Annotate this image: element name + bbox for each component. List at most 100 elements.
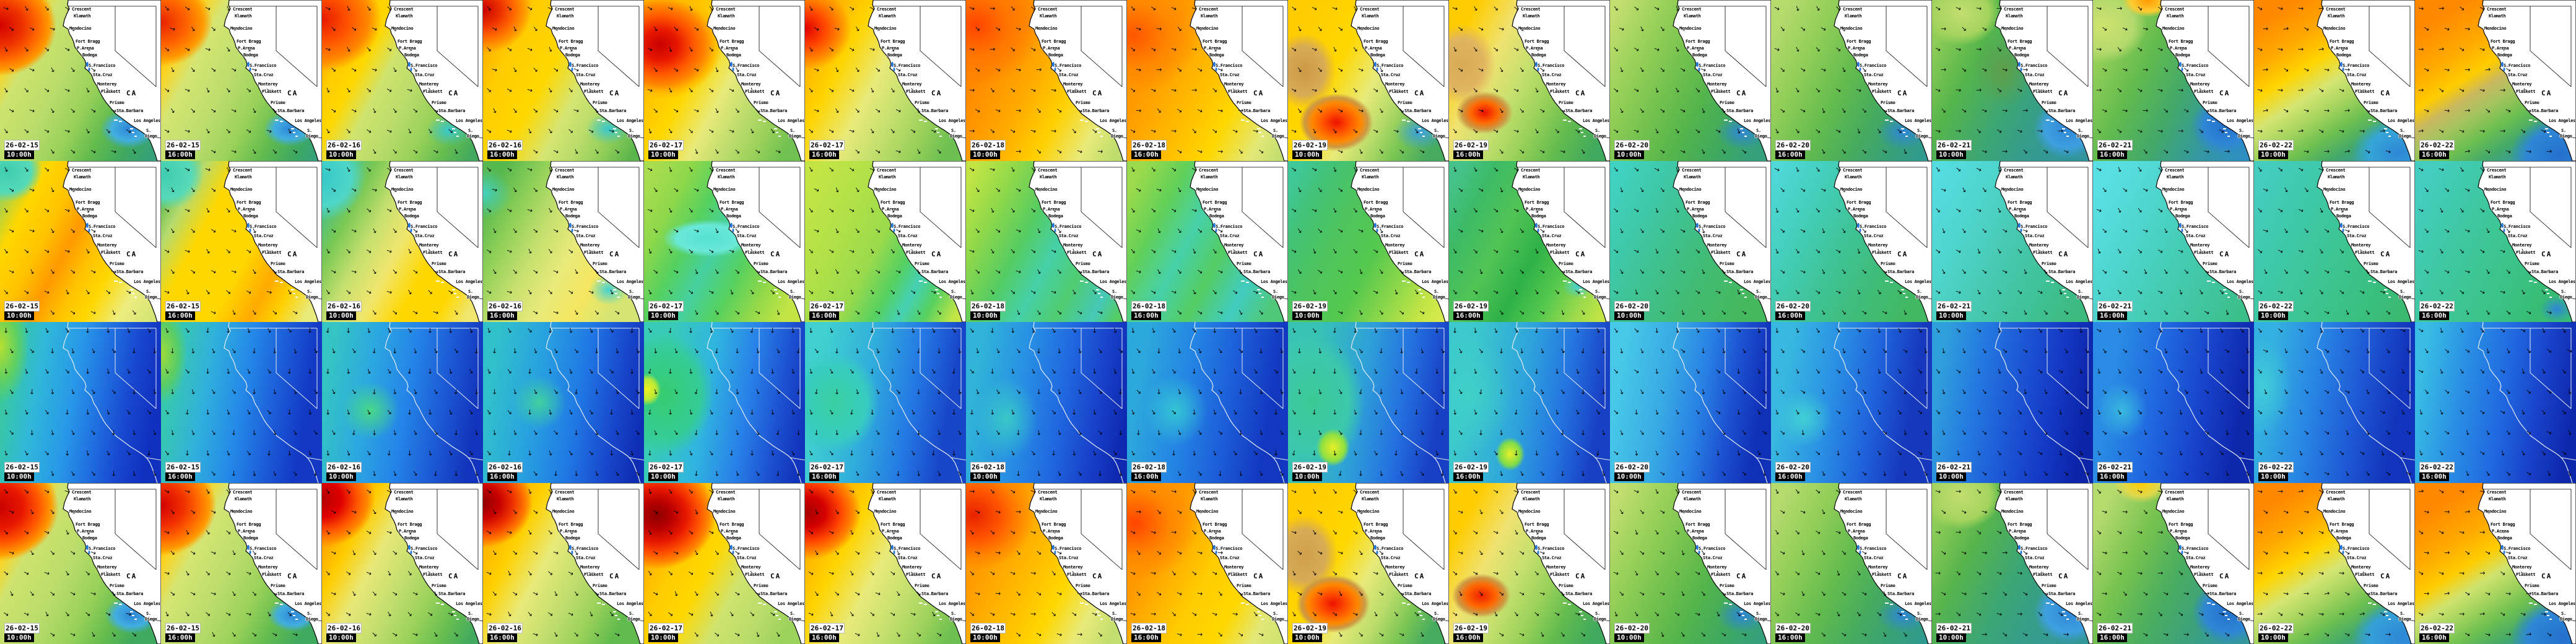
place-label-s-: S.: [1917, 289, 1922, 294]
map-tile-r2-c7[interactable]: → → → → → → → → → → → → → → → → → → → → → → → → → → → → → → → → → → → → → → → →…: [966, 161, 1127, 322]
map-tile-r4-c12[interactable]: → → → → → → → → → → → → → → → → → → → → → → → → → → → → → → → → → → → → → → → →…: [1771, 483, 1932, 644]
map-tile-r4-c15[interactable]: → → → → → → → → → → → → → → → → → → → → → → → → → → → → → → → → → → → → → → → →…: [2254, 483, 2415, 644]
map-tile-r3-c5[interactable]: → → → → → → → → → → → → → → → → → → → → → → → → → → → → → → → → → → → → → → → →…: [644, 322, 805, 483]
map-tile-r3-c7[interactable]: → → → → → → → → → → → → → → → → → → → → → → → → → → → → → → → → → → → → → → → →…: [966, 322, 1127, 483]
place-label-crescent: Crescent: [72, 168, 92, 173]
map-tile-r3-c14[interactable]: → → → → → → → → → → → → → → → → → → → → → → → → → → → → → → → → → → → → → → → →…: [2093, 322, 2254, 483]
map-tile-r4-c14[interactable]: → → → → → → → → → → → → → → → → → → → → → → → → → → → → → → → → → → → → → → → →…: [2093, 483, 2254, 644]
map-tile-r4-c2[interactable]: → → → → → → → → → → → → → → → → → → → → → → → → → → → → → → → → → → → → → → → →…: [161, 483, 322, 644]
map-tile-r1-c5[interactable]: → → → → → → → → → → → → → → → → → → → → → → → → → → → → → → → → → → → → → → → →…: [644, 0, 805, 161]
map-tile-r3-c9[interactable]: → → → → → → → → → → → → → → → → → → → → → → → → → → → → → → → → → → → → → → → →…: [1288, 322, 1449, 483]
place-label-diego: Diego: [1272, 134, 1284, 139]
map-tile-r1-c11[interactable]: → → → → → → → → → → → → → → → → → → → → → → → → → → → → → → → → → → → → → → → →…: [1610, 0, 1771, 161]
map-tile-r3-c10[interactable]: → → → → → → → → → → → → → → → → → → → → → → → → → → → → → → → → → → → → → → → →…: [1449, 322, 1610, 483]
channel-islands: [2529, 120, 2552, 137]
sf-bay-dot: [1857, 223, 1860, 228]
map-tile-r1-c1[interactable]: → → → → → → → → → → → → → → → → → → → → → → → → → → → → → → → → → → → → → → → →…: [0, 0, 161, 161]
map-tile-r1-c13[interactable]: → → → → → → → → → → → → → → → → → → → → → → → → → → → → → → → → → → → → → → → →…: [1932, 0, 2093, 161]
place-label-bodega: Bodega: [1692, 536, 1707, 541]
map-tile-r2-c6[interactable]: → → → → → → → → → → → → → → → → → → → → → → → → → → → → → → → → → → → → → → → →…: [805, 161, 966, 322]
place-label-diego: Diego: [2399, 295, 2411, 300]
map-tile-r2-c13[interactable]: → → → → → → → → → → → → → → → → → → → → → → → → → → → → → → → → → → → → → → → →…: [1932, 161, 2093, 322]
map-tile-r4-c10[interactable]: → → → → → → → → → → → → → → → → → → → → → → → → → → → → → → → → → → → → → → → →…: [1449, 483, 1610, 644]
map-tile-r4-c6[interactable]: → → → → → → → → → → → → → → → → → → → → → → → → → → → → → → → → → → → → → → → →…: [805, 483, 966, 644]
map-tile-r2-c3[interactable]: → → → → → → → → → → → → → → → → → → → → → → → → → → → → → → → → → → → → → → → →…: [322, 161, 483, 322]
map-tile-r4-c3[interactable]: → → → → → → → → → → → → → → → → → → → → → → → → → → → → → → → → → → → → → → → →…: [322, 483, 483, 644]
map-tile-r4-c1[interactable]: → → → → → → → → → → → → → → → → → → → → → → → → → → → → → → → → → → → → → → → →…: [0, 483, 161, 644]
map-tile-r1-c4[interactable]: → → → → → → → → → → → → → → → → → → → → → → → → → → → → → → → → → → → → → → → →…: [483, 0, 644, 161]
place-label-s-: S.: [951, 289, 956, 294]
map-tile-r2-c2[interactable]: → → → → → → → → → → → → → → → → → → → → → → → → → → → → → → → → → → → → → → → →…: [161, 161, 322, 322]
map-tile-r2-c8[interactable]: → → → → → → → → → → → → → → → → → → → → → → → → → → → → → → → → → → → → → → → →…: [1127, 161, 1288, 322]
sf-bay-dot: [2020, 67, 2022, 71]
map-tile-r3-c3[interactable]: → → → → → → → → → → → → → → → → → → → → → → → → → → → → → → → → → → → → → → → →…: [322, 322, 483, 483]
map-tile-r1-c8[interactable]: → → → → → → → → → → → → → → → → → → → → → → → → → → → → → → → → → → → → → → → →…: [1127, 0, 1288, 161]
place-label-sta-cruz: Sta.Cruz: [2347, 555, 2367, 560]
map-tile-r1-c10[interactable]: → → → → → → → → → → → → → → → → → → → → → → → → → → → → → → → → → → → → → → → →…: [1449, 0, 1610, 161]
map-tile-r3-c13[interactable]: → → → → → → → → → → → → → → → → → → → → → → → → → → → → → → → → → → → → → → → →…: [1932, 322, 2093, 483]
place-label-mendocino: Mendocino: [230, 187, 253, 192]
place-label-s-francisco: S.Francisco: [1055, 224, 1082, 229]
map-tile-r4-c8[interactable]: → → → → → → → → → → → → → → → → → → → → → → → → → → → → → → → → → → → → → → → →…: [1127, 483, 1288, 644]
place-label-crescent: Crescent: [1199, 168, 1219, 173]
time-badge: 10:00h: [326, 311, 356, 320]
map-tile-r2-c5[interactable]: → → → → → → → → → → → → → → → → → → → → → → → → → → → → → → → → → → → → → → → →…: [644, 161, 805, 322]
map-tile-r1-c9[interactable]: → → → → → → → → → → → → → → → → → → → → → → → → → → → → → → → → → → → → → → → →…: [1288, 0, 1449, 161]
channel-islands: [1241, 603, 1264, 620]
map-tile-r3-c2[interactable]: → → → → → → → → → → → → → → → → → → → → → → → → → → → → → → → → → → → → → → → →…: [161, 322, 322, 483]
channel-islands: [2046, 120, 2069, 137]
place-label-s-: S.: [146, 611, 151, 616]
map-tile-r2-c10[interactable]: → → → → → → → → → → → → → → → → → → → → → → → → → → → → → → → → → → → → → → → →…: [1449, 161, 1610, 322]
map-tile-r2-c9[interactable]: → → → → → → → → → → → → → → → → → → → → → → → → → → → → → → → → → → → → → → → →…: [1288, 161, 1449, 322]
map-tile-r4-c4[interactable]: → → → → → → → → → → → → → → → → → → → → → → → → → → → → → → → → → → → → → → → →…: [483, 483, 644, 644]
place-label-los-angeles: Los Angeles: [939, 601, 966, 606]
channel-islands: [1885, 120, 1908, 137]
map-tile-r1-c16[interactable]: → → → → → → → → → → → → → → → → → → → → → → → → → → → → → → → → → → → → → → → →…: [2415, 0, 2576, 161]
place-label-crescent: Crescent: [2487, 168, 2507, 173]
place-label-sta-cruz: Sta.Cruz: [576, 72, 596, 77]
map-tile-r4-c11[interactable]: → → → → → → → → → → → → → → → → → → → → → → → → → → → → → → → → → → → → → → → →…: [1610, 483, 1771, 644]
map-tile-r3-c11[interactable]: → → → → → → → → → → → → → → → → → → → → → → → → → → → → → → → → → → → → → → → →…: [1610, 322, 1771, 483]
map-tile-r2-c4[interactable]: → → → → → → → → → → → → → → → → → → → → → → → → → → → → → → → → → → → → → → → →…: [483, 161, 644, 322]
map-tile-r3-c15[interactable]: → → → → → → → → → → → → → → → → → → → → → → → → → → → → → → → → → → → → → → → →…: [2254, 322, 2415, 483]
time-badge: 10:00h: [1936, 633, 1966, 642]
place-label-plaskett: Plaskett: [2516, 572, 2536, 577]
map-tile-r4-c13[interactable]: → → → → → → → → → → → → → → → → → → → → → → → → → → → → → → → → → → → → → → → →…: [1932, 483, 2093, 644]
map-tile-r2-c1[interactable]: → → → → → → → → → → → → → → → → → → → → → → → → → → → → → → → → → → → → → → → →…: [0, 161, 161, 322]
map-tile-r3-c12[interactable]: → → → → → → → → → → → → → → → → → → → → → → → → → → → → → → → → → → → → → → → →…: [1771, 322, 1932, 483]
state-label-ca: CA: [2058, 89, 2069, 97]
map-tile-r1-c6[interactable]: → → → → → → → → → → → → → → → → → → → → → → → → → → → → → → → → → → → → → → → →…: [805, 0, 966, 161]
map-tile-r2-c14[interactable]: → → → → → → → → → → → → → → → → → → → → → → → → → → → → → → → → → → → → → → → →…: [2093, 161, 2254, 322]
map-tile-r4-c7[interactable]: → → → → → → → → → → → → → → → → → → → → → → → → → → → → → → → → → → → → → → → →…: [966, 483, 1127, 644]
map-tile-r4-c9[interactable]: → → → → → → → → → → → → → → → → → → → → → → → → → → → → → → → → → → → → → → → →…: [1288, 483, 1449, 644]
map-tile-r1-c7[interactable]: → → → → → → → → → → → → → → → → → → → → → → → → → → → → → → → → → → → → → → → →…: [966, 0, 1127, 161]
place-label-mendocino: Mendocino: [1196, 26, 1219, 31]
time-badge: 16:00h: [487, 472, 517, 481]
map-tile-r1-c3[interactable]: → → → → → → → → → → → → → → → → → → → → → → → → → → → → → → → → → → → → → → → →…: [322, 0, 483, 161]
land-area: [1834, 161, 1932, 322]
sf-bay-dot: [891, 62, 894, 67]
map-tile-r1-c12[interactable]: → → → → → → → → → → → → → → → → → → → → → → → → → → → → → → → → → → → → → → → →…: [1771, 0, 1932, 161]
map-tile-r4-c5[interactable]: → → → → → → → → → → → → → → → → → → → → → → → → → → → → → → → → → → → → → → → →…: [644, 483, 805, 644]
map-tile-r2-c12[interactable]: → → → → → → → → → → → → → → → → → → → → → → → → → → → → → → → → → → → → → → → →…: [1771, 161, 1932, 322]
map-tile-r4-c16[interactable]: → → → → → → → → → → → → → → → → → → → → → → → → → → → → → → → → → → → → → → → →…: [2415, 483, 2576, 644]
map-tile-r1-c15[interactable]: → → → → → → → → → → → → → → → → → → → → → → → → → → → → → → → → → → → → → → → →…: [2254, 0, 2415, 161]
state-label-ca: CA: [770, 89, 781, 97]
place-label-bodega: Bodega: [2336, 214, 2351, 219]
map-tile-r2-c16[interactable]: → → → → → → → → → → → → → → → → → → → → → → → → → → → → → → → → → → → → → → → →…: [2415, 161, 2576, 322]
map-tile-r3-c4[interactable]: → → → → → → → → → → → → → → → → → → → → → → → → → → → → → → → → → → → → → → → →…: [483, 322, 644, 483]
map-tile-r3-c6[interactable]: → → → → → → → → → → → → → → → → → → → → → → → → → → → → → → → → → → → → → → → →…: [805, 322, 966, 483]
map-tile-r2-c11[interactable]: → → → → → → → → → → → → → → → → → → → → → → → → → → → → → → → → → → → → → → → →…: [1610, 161, 1771, 322]
map-tile-r1-c2[interactable]: → → → → → → → → → → → → → → → → → → → → → → → → → → → → → → → → → → → → → → → →…: [161, 0, 322, 161]
place-label-crescent: Crescent: [1682, 490, 1702, 495]
place-label-los-angeles: Los Angeles: [134, 118, 161, 123]
place-label-diego: Diego: [2238, 295, 2250, 300]
map-tile-r3-c1[interactable]: → → → → → → → → → → → → → → → → → → → → → → → → → → → → → → → → → → → → → → → →…: [0, 322, 161, 483]
map-tile-r1-c14[interactable]: → → → → → → → → → → → → → → → → → → → → → → → → → → → → → → → → → → → → → → → →…: [2093, 0, 2254, 161]
map-tile-r3-c8[interactable]: → → → → → → → → → → → → → → → → → → → → → → → → → → → → → → → → → → → → → → → →…: [1127, 322, 1288, 483]
place-label-fort-bragg: Fort Bragg: [2330, 200, 2354, 205]
place-label-crescent: Crescent: [877, 7, 897, 12]
map-tile-r2-c15[interactable]: → → → → → → → → → → → → → → → → → → → → → → → → → → → → → → → → → → → → → → → →…: [2254, 161, 2415, 322]
place-label-crescent: Crescent: [233, 7, 253, 12]
map-tile-r3-c16[interactable]: → → → → → → → → → → → → → → → → → → → → → → → → → → → → → → → → → → → → → → → →…: [2415, 322, 2576, 483]
